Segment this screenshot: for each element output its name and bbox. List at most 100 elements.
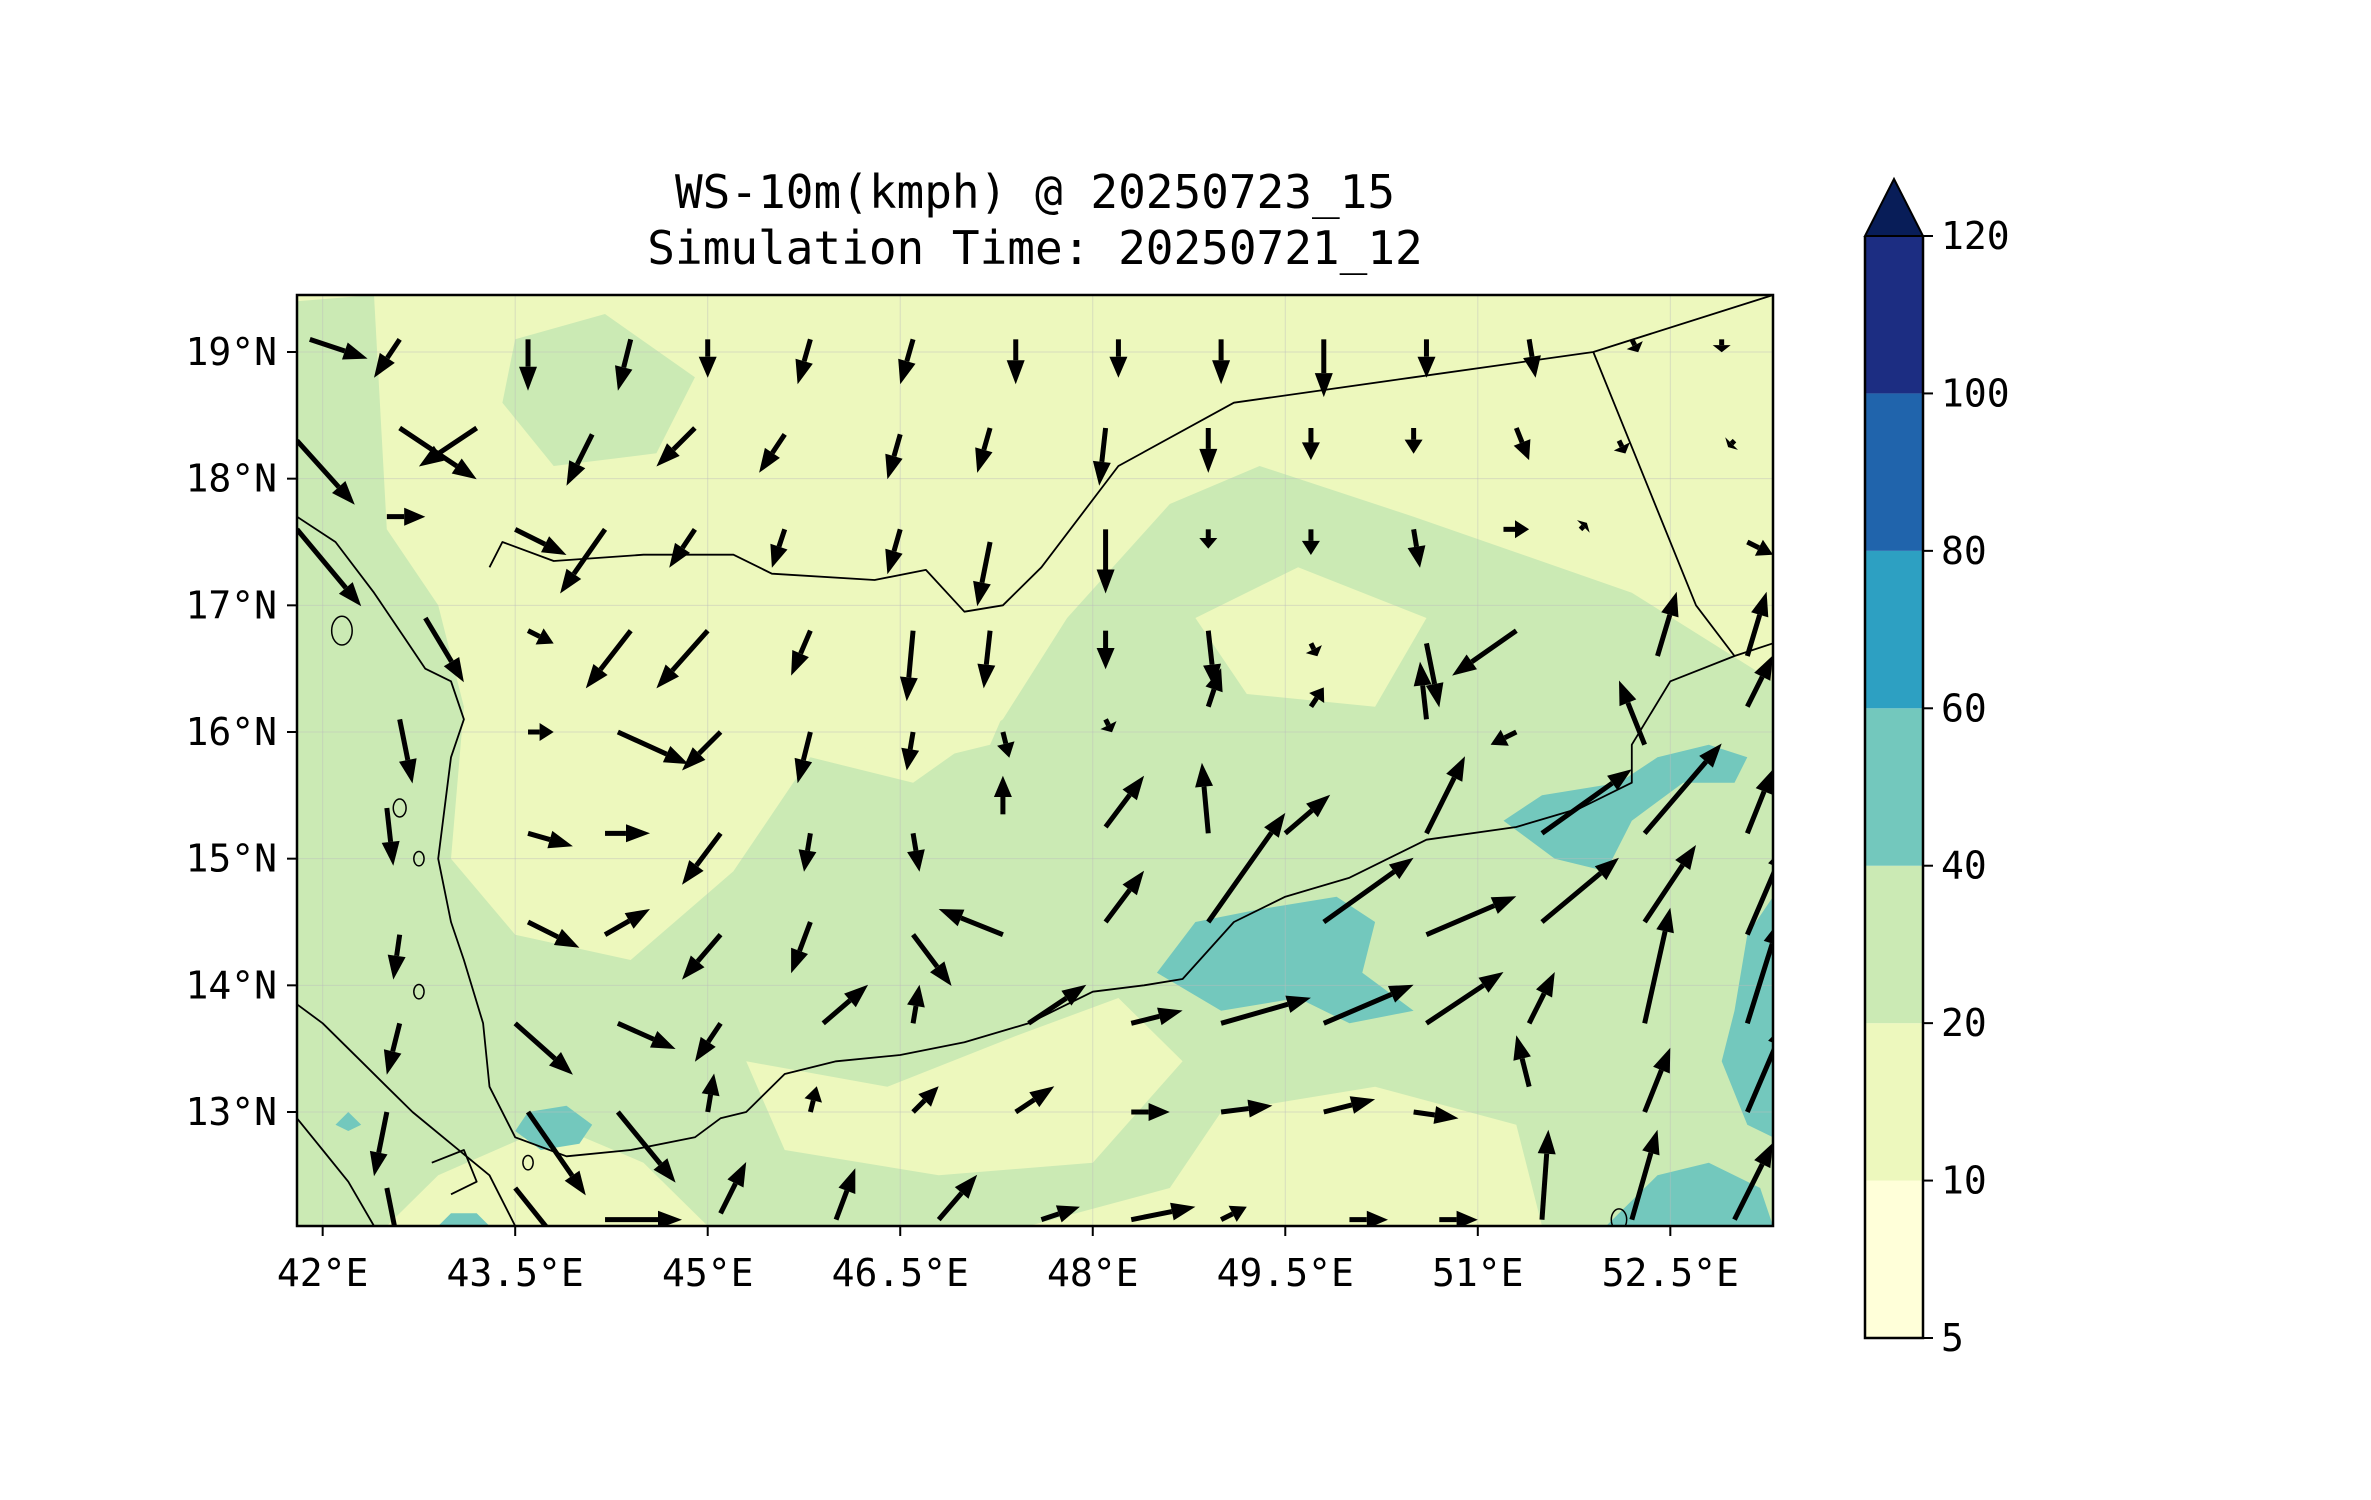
island-outline bbox=[330, 615, 353, 646]
colorbar-tick-label: 80 bbox=[1941, 529, 1987, 573]
wind-arrow bbox=[698, 339, 717, 378]
wind-arrow bbox=[770, 528, 788, 568]
wind-arrow bbox=[1283, 794, 1331, 836]
wind-arrow bbox=[907, 832, 925, 872]
colorbar-tick-label: 60 bbox=[1941, 686, 1987, 730]
title-line-1: WS-10m(kmph) @ 20250723_15 bbox=[675, 165, 1395, 219]
wind-arrow bbox=[1027, 984, 1087, 1026]
wind-arrow bbox=[1301, 529, 1320, 555]
wind-arrow bbox=[885, 528, 903, 575]
colorbar-tick-label: 100 bbox=[1941, 371, 2010, 415]
wind-arrow bbox=[1540, 857, 1619, 924]
wind-arrow bbox=[833, 1168, 856, 1221]
wind-arrow bbox=[615, 338, 634, 391]
wind-arrow bbox=[1439, 1210, 1478, 1226]
contour-region-10-20 bbox=[1195, 567, 1427, 707]
lon-tick-label: 42°E bbox=[277, 1251, 369, 1295]
wind-arrow bbox=[1725, 437, 1738, 450]
wind-arrow bbox=[381, 807, 400, 866]
wind-arrow bbox=[387, 934, 406, 980]
island-outline bbox=[413, 983, 425, 1000]
wind-arrow bbox=[1014, 1086, 1055, 1115]
wind-arrow bbox=[1006, 339, 1025, 385]
colorbar-tick-label: 10 bbox=[1941, 1159, 1987, 1203]
wind-arrow bbox=[1424, 756, 1465, 835]
map-gridlines bbox=[297, 295, 1773, 1226]
colorbar-segment bbox=[1865, 708, 1923, 866]
contour-region-40-60 bbox=[1156, 896, 1414, 1024]
wind-arrow bbox=[397, 718, 417, 784]
boundary-line bbox=[1592, 351, 1736, 657]
wind-arrow bbox=[1452, 628, 1518, 676]
boundary-line bbox=[431, 1149, 478, 1196]
wind-arrow bbox=[821, 984, 869, 1026]
wind-arrow bbox=[1349, 1210, 1388, 1226]
wind-arrow bbox=[975, 427, 993, 473]
wind-arrow bbox=[1523, 338, 1541, 378]
wind-arrow bbox=[1417, 339, 1436, 378]
wind-arrow bbox=[901, 731, 920, 771]
wind-arrow bbox=[791, 921, 813, 974]
wind-arrow bbox=[605, 1210, 682, 1226]
island-outline bbox=[1610, 1208, 1628, 1226]
map-frame bbox=[295, 293, 1775, 1228]
wind-arrow bbox=[1205, 668, 1223, 708]
lon-tick-label: 51°E bbox=[1432, 1251, 1524, 1295]
wind-arrow bbox=[938, 909, 1004, 937]
lat-tick-label: 18°N bbox=[185, 457, 277, 501]
wind-arrow bbox=[1220, 995, 1311, 1026]
colorbar-tick-label: 40 bbox=[1941, 844, 1987, 888]
wind-arrow bbox=[1314, 339, 1333, 398]
wind-arrow bbox=[528, 723, 554, 741]
colorbar-segment bbox=[1865, 1023, 1923, 1181]
wind-arrow bbox=[514, 527, 567, 555]
wind-arrow bbox=[297, 527, 362, 607]
contour-region-10-20 bbox=[823, 605, 1029, 770]
wind-arrow bbox=[513, 1021, 573, 1075]
lat-tick-label: 15°N bbox=[185, 837, 277, 881]
wind-arrow bbox=[682, 730, 723, 771]
wind-arrow bbox=[398, 425, 477, 480]
colorbar-tick-label: 120 bbox=[1941, 214, 2010, 258]
wind-arrow bbox=[1096, 529, 1115, 594]
boundary-line bbox=[297, 515, 1773, 1158]
wind-arrow bbox=[1503, 520, 1530, 539]
lon-tick-label: 52.5°E bbox=[1602, 1251, 1739, 1295]
wind-arrow bbox=[899, 630, 918, 702]
wind-arrow bbox=[1732, 1142, 1773, 1221]
wind-arrow bbox=[527, 830, 573, 849]
wind-arrow bbox=[526, 628, 554, 645]
wind-arrow bbox=[423, 616, 464, 683]
contour-region-40-60 bbox=[335, 1112, 362, 1131]
wind-arrow bbox=[1199, 428, 1218, 473]
wind-arrow bbox=[669, 527, 697, 568]
wind-arrow bbox=[297, 438, 355, 505]
wind-arrow bbox=[798, 832, 817, 872]
colorbar-tick-label: 5 bbox=[1941, 1316, 1964, 1360]
contour-region-20-40 bbox=[502, 314, 695, 466]
wind-arrow bbox=[560, 527, 608, 594]
lat-tick-label: 17°N bbox=[185, 583, 277, 627]
wind-arrow bbox=[1540, 769, 1632, 836]
wind-arrow bbox=[383, 1022, 403, 1075]
colorbar-segment bbox=[1865, 1180, 1923, 1338]
wind-arrow bbox=[794, 731, 813, 784]
lon-tick-label: 48°E bbox=[1047, 1251, 1139, 1295]
lon-tick-label: 43.5°E bbox=[447, 1251, 584, 1295]
contour-region-40-60 bbox=[1503, 744, 1748, 872]
wind-arrow bbox=[898, 338, 916, 385]
wind-arrow bbox=[759, 432, 787, 473]
colorbar-extend-arrow bbox=[1863, 176, 1925, 237]
wind-arrow bbox=[1642, 743, 1722, 835]
wind-arrow bbox=[1301, 428, 1320, 461]
island-outline bbox=[522, 1154, 534, 1171]
wind-arrow bbox=[795, 338, 813, 385]
wind-arrow bbox=[1109, 339, 1128, 378]
wind-arrow bbox=[525, 1110, 586, 1196]
wind-arrow bbox=[616, 1021, 676, 1049]
lat-tick-label: 19°N bbox=[185, 330, 277, 374]
wind-arrow bbox=[615, 1110, 676, 1183]
wind-arrow bbox=[1323, 1096, 1376, 1115]
wind-arrow bbox=[374, 337, 402, 378]
colorbar-segment bbox=[1865, 236, 1923, 394]
